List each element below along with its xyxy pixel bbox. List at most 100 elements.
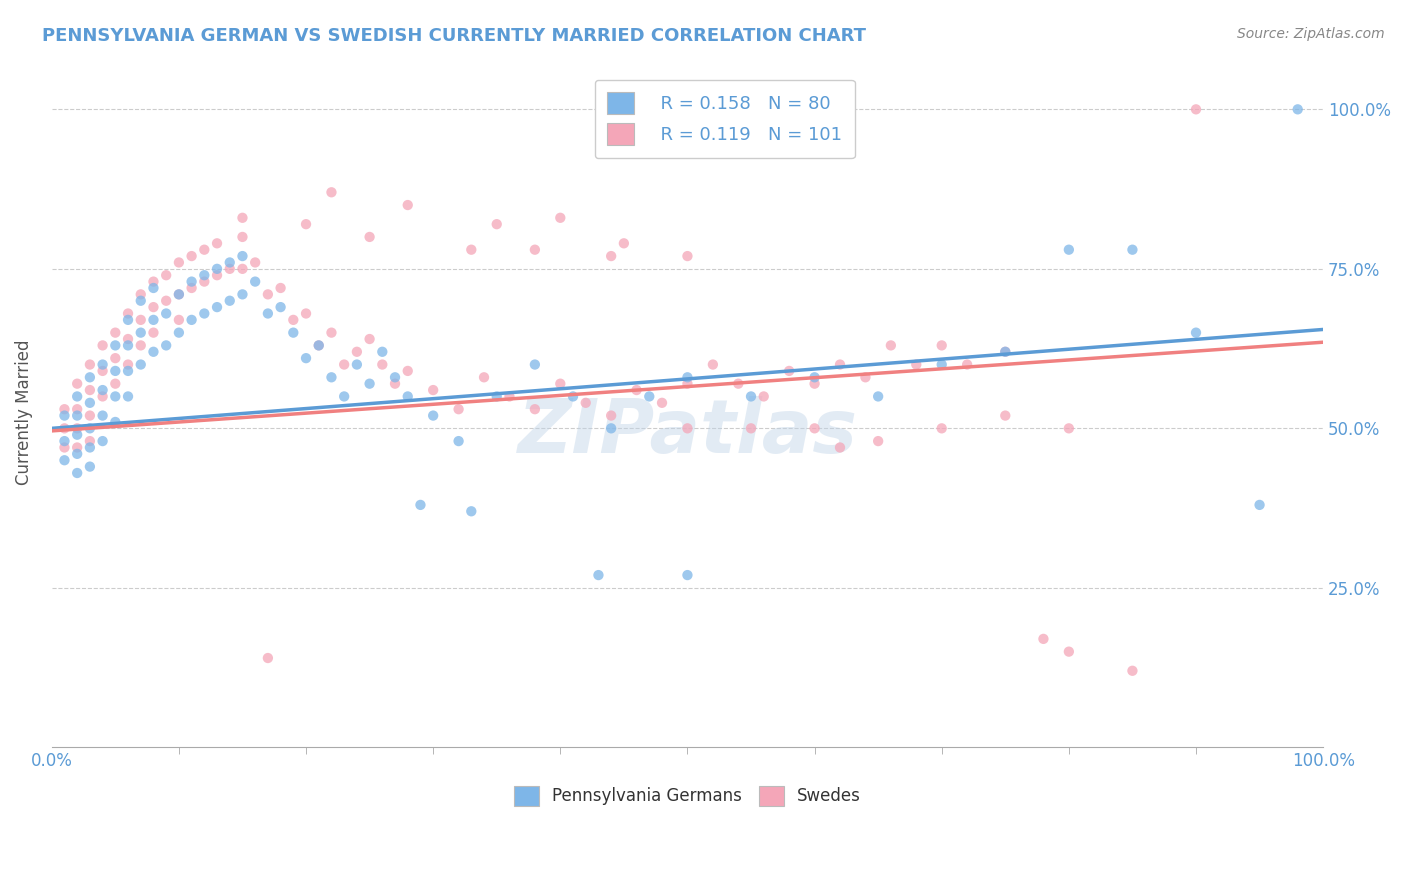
Point: [257, 651, 280, 665]
Point: [53, 441, 76, 455]
Point: [53, 453, 76, 467]
Point: [117, 313, 139, 327]
Point: [180, 275, 202, 289]
Point: [79, 358, 101, 372]
Point: [193, 275, 215, 289]
Point: [104, 326, 127, 340]
Point: [600, 409, 623, 423]
Point: [295, 217, 318, 231]
Point: [104, 338, 127, 352]
Point: [600, 421, 623, 435]
Point: [91, 389, 114, 403]
Point: [218, 255, 240, 269]
Point: [702, 358, 724, 372]
Point: [270, 300, 292, 314]
Point: [550, 211, 572, 225]
Point: [422, 383, 444, 397]
Point: [562, 389, 585, 403]
Point: [104, 351, 127, 366]
Point: [257, 306, 280, 320]
Point: [371, 344, 394, 359]
Point: [727, 376, 749, 391]
Point: [117, 332, 139, 346]
Point: [1286, 103, 1309, 117]
Point: [651, 396, 673, 410]
Point: [575, 396, 598, 410]
Point: [613, 236, 636, 251]
Point: [117, 306, 139, 320]
Point: [53, 434, 76, 449]
Text: Source: ZipAtlas.com: Source: ZipAtlas.com: [1237, 27, 1385, 41]
Point: [359, 376, 381, 391]
Point: [752, 389, 775, 403]
Point: [485, 217, 508, 231]
Point: [155, 268, 177, 283]
Point: [142, 275, 165, 289]
Point: [142, 344, 165, 359]
Point: [308, 338, 330, 352]
Point: [740, 389, 762, 403]
Point: [142, 281, 165, 295]
Point: [308, 338, 330, 352]
Point: [384, 376, 406, 391]
Point: [931, 358, 953, 372]
Point: [396, 389, 419, 403]
Point: [193, 268, 215, 283]
Point: [676, 568, 699, 582]
Point: [295, 351, 318, 366]
Point: [676, 376, 699, 391]
Point: [79, 383, 101, 397]
Point: [79, 441, 101, 455]
Point: [1057, 243, 1080, 257]
Point: [676, 249, 699, 263]
Point: [104, 364, 127, 378]
Point: [1185, 103, 1208, 117]
Point: [1121, 664, 1143, 678]
Point: [803, 376, 825, 391]
Point: [523, 358, 546, 372]
Point: [994, 344, 1017, 359]
Point: [676, 370, 699, 384]
Point: [346, 344, 368, 359]
Point: [155, 306, 177, 320]
Point: [129, 287, 152, 301]
Point: [142, 313, 165, 327]
Point: [1121, 243, 1143, 257]
Text: PENNSYLVANIA GERMAN VS SWEDISH CURRENTLY MARRIED CORRELATION CHART: PENNSYLVANIA GERMAN VS SWEDISH CURRENTLY…: [42, 27, 866, 45]
Point: [994, 409, 1017, 423]
Point: [523, 402, 546, 417]
Legend: Pennsylvania Germans, Swedes: Pennsylvania Germans, Swedes: [508, 779, 868, 813]
Point: [104, 415, 127, 429]
Point: [79, 409, 101, 423]
Point: [828, 358, 851, 372]
Point: [472, 370, 495, 384]
Point: [1185, 326, 1208, 340]
Point: [333, 389, 356, 403]
Point: [231, 211, 253, 225]
Point: [994, 344, 1017, 359]
Point: [931, 338, 953, 352]
Point: [371, 358, 394, 372]
Point: [167, 287, 190, 301]
Point: [205, 261, 228, 276]
Point: [638, 389, 661, 403]
Point: [205, 268, 228, 283]
Point: [803, 421, 825, 435]
Point: [117, 358, 139, 372]
Point: [180, 313, 202, 327]
Point: [396, 364, 419, 378]
Point: [231, 249, 253, 263]
Point: [485, 389, 508, 403]
Point: [79, 396, 101, 410]
Point: [295, 306, 318, 320]
Point: [91, 358, 114, 372]
Point: [155, 293, 177, 308]
Point: [396, 198, 419, 212]
Point: [167, 326, 190, 340]
Point: [956, 358, 979, 372]
Point: [828, 441, 851, 455]
Point: [66, 447, 89, 461]
Point: [447, 434, 470, 449]
Point: [905, 358, 928, 372]
Point: [66, 421, 89, 435]
